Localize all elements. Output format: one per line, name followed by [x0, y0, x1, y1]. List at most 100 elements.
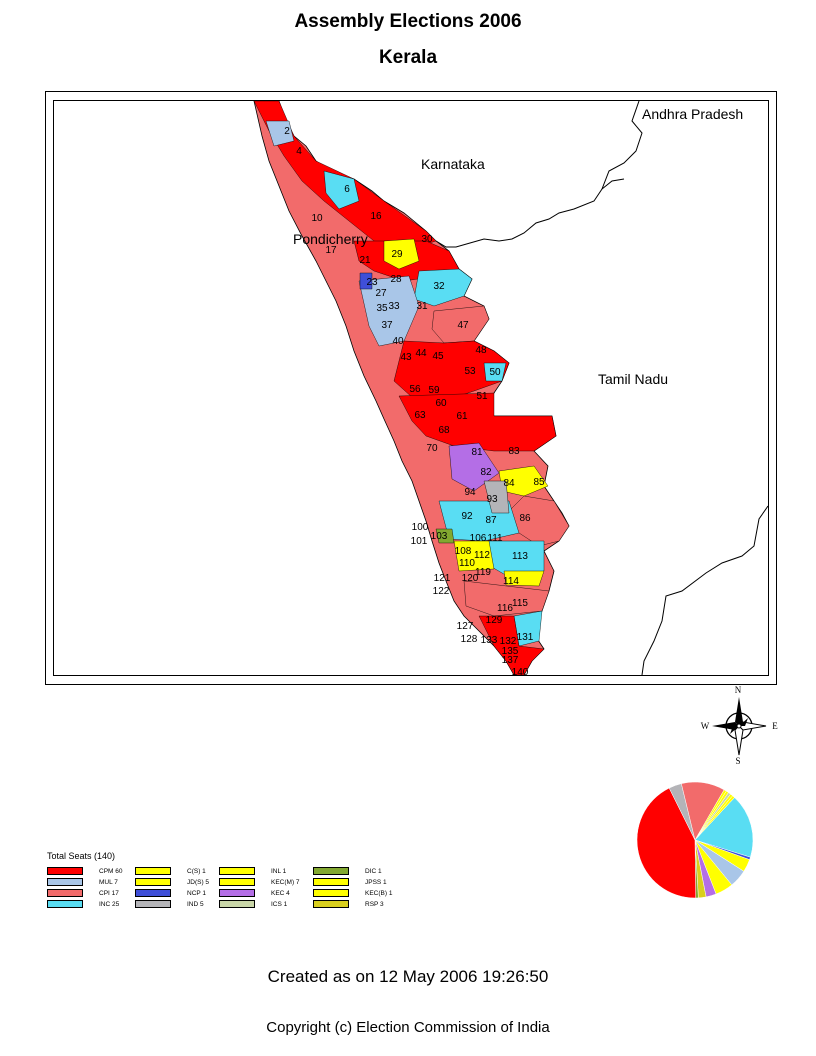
region-inc-1	[323, 170, 360, 210]
seat-label-4: 4	[296, 146, 302, 157]
compass-south: S	[735, 756, 740, 765]
legend-label: INC 25	[99, 901, 120, 908]
compass-north: N	[735, 685, 742, 695]
legend-swatch	[313, 900, 349, 908]
seat-label-131: 131	[517, 632, 534, 643]
legend-label: KEC(B) 1	[365, 890, 393, 897]
region-jds-1	[383, 238, 420, 270]
seat-label-31: 31	[416, 301, 428, 312]
legend-label: KEC 4	[271, 890, 290, 897]
seat-label-10: 10	[311, 213, 323, 224]
seat-label-110: 110	[459, 558, 475, 569]
region-jds-2	[453, 540, 495, 572]
seat-label-61: 61	[456, 411, 468, 422]
seat-label-40: 40	[392, 336, 404, 347]
seat-label-92: 92	[461, 511, 473, 522]
seat-label-121: 121	[434, 573, 451, 584]
region-yellow-3	[503, 570, 545, 587]
region-mul-1	[265, 120, 295, 147]
legend-label: NCP 1	[187, 890, 207, 897]
region-cpm-thrissur	[398, 392, 557, 452]
seat-label-140: 140	[512, 667, 529, 675]
legend-swatch	[313, 867, 349, 875]
legend-label: CPI 17	[99, 890, 119, 897]
seat-label-108: 108	[455, 546, 472, 557]
seat-label-47: 47	[457, 320, 469, 331]
label-pondicherry: Pondicherry	[293, 231, 368, 247]
seat-label-60: 60	[435, 398, 447, 409]
seat-label-119: 119	[475, 567, 491, 578]
seat-label-137: 137	[502, 655, 519, 666]
compass-rose-icon: N S E W	[701, 685, 779, 765]
region-ind-1	[483, 480, 510, 514]
seat-label-82: 82	[480, 467, 492, 478]
seat-label-23: 23	[366, 277, 378, 288]
region-ncp-1	[359, 272, 373, 290]
seat-label-115: 115	[512, 598, 528, 609]
legend-label: JD(S) 5	[187, 879, 210, 886]
legend-label: RSP 3	[365, 901, 384, 908]
seat-label-116: 116	[497, 603, 513, 614]
seat-label-32: 32	[433, 281, 445, 292]
legend-swatch	[313, 889, 349, 897]
seat-label-120: 120	[462, 573, 479, 584]
seat-label-17: 17	[325, 245, 337, 256]
label-andhra-pradesh: Andhra Pradesh	[642, 106, 743, 122]
legend-label: C(S) 1	[187, 868, 206, 875]
pie-slice-kecb	[694, 795, 735, 841]
legend-swatch	[47, 900, 83, 908]
seat-label-16: 16	[370, 211, 382, 222]
seat-label-86: 86	[519, 513, 531, 524]
seat-label-112: 112	[474, 550, 490, 561]
seat-label-70: 70	[426, 443, 438, 454]
seat-label-30: 30	[421, 234, 433, 245]
legend-swatch	[135, 867, 171, 875]
seat-label-132: 132	[500, 636, 517, 647]
legend-label: INL 1	[271, 868, 287, 875]
legend-swatch	[219, 867, 255, 875]
legend-swatch	[47, 878, 83, 886]
seat-label-100: 100	[412, 522, 429, 533]
legend-swatch	[135, 900, 171, 908]
seat-label-48: 48	[475, 345, 487, 356]
karnataka-border	[435, 101, 643, 248]
seat-label-81: 81	[471, 447, 483, 458]
seat-label-35: 35	[376, 303, 388, 314]
seat-label-85: 85	[533, 477, 545, 488]
state-name: Kerala	[378, 47, 438, 68]
seat-label-37: 37	[381, 320, 393, 331]
compass-east: E	[772, 721, 778, 731]
seat-label-93: 93	[486, 494, 498, 505]
seat-label-84: 84	[503, 478, 515, 489]
legend-swatch	[47, 889, 83, 897]
map-title: Assembly Elections 2006	[294, 11, 522, 32]
region-inc-2	[483, 362, 507, 382]
pie-slice-inc	[694, 797, 754, 858]
seat-label-2: 2	[284, 126, 290, 137]
label-karnataka: Karnataka	[421, 156, 485, 172]
legend-swatch	[135, 889, 171, 897]
legend-swatch	[313, 878, 349, 886]
seat-label-50: 50	[489, 367, 501, 378]
legend-label: KEC(M) 7	[271, 879, 300, 886]
seat-label-43: 43	[400, 352, 412, 363]
seat-label-94: 94	[464, 487, 476, 498]
seat-label-53: 53	[464, 366, 476, 377]
kerala-map: Andhra Pradesh Karnataka Pondicherry Tam…	[253, 101, 768, 675]
map-frame: Andhra Pradesh Karnataka Pondicherry Tam…	[45, 91, 777, 685]
seat-label-106: 106	[470, 533, 487, 544]
seat-label-28: 28	[390, 274, 402, 285]
legend-label: ICS 1	[271, 901, 288, 908]
map-canvas: Andhra Pradesh Karnataka Pondicherry Tam…	[53, 100, 769, 676]
party-legend: Total Seats (140) CPM 60 MUL 7 CPI 17 INC 2…	[47, 851, 417, 931]
seat-label-135: 135	[502, 646, 519, 657]
seat-label-56: 56	[409, 384, 421, 395]
seat-label-133: 133	[481, 635, 498, 646]
seat-label-59: 59	[428, 385, 440, 396]
legend-label: IND 5	[187, 901, 204, 908]
legend-swatch	[219, 878, 255, 886]
seat-label-127: 127	[457, 621, 474, 632]
seat-label-111: 111	[487, 533, 503, 544]
region-cpm-south	[478, 615, 545, 675]
